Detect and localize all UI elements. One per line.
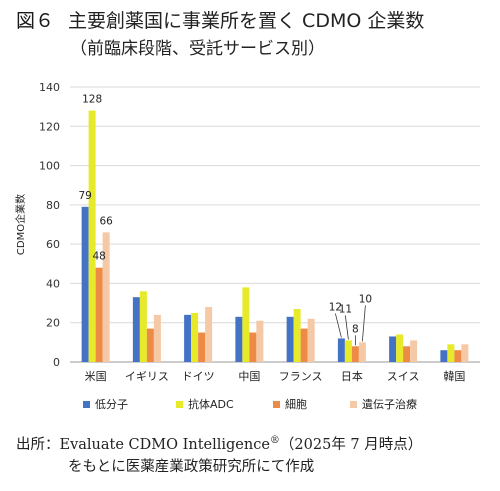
data-label: 66 [99,215,113,227]
legend-swatch [350,401,357,408]
bar [81,206,89,362]
bar [358,342,366,362]
bar [205,307,213,362]
bar [447,344,455,362]
figure-title-row: 図６ 主要創薬国に事業所を置く CDMO 企業数 [16,8,424,35]
y-tick-label: 120 [39,120,60,133]
y-tick-label: 80 [46,199,60,212]
y-tick-label: 20 [46,317,60,330]
bar [403,346,411,362]
legend-swatch [83,401,90,408]
source-note: 出所：Evaluate CDMO Intelligence®（2025年 7 月… [16,430,422,478]
legend-swatch [176,401,183,408]
bar [191,312,199,362]
bar [307,318,315,362]
source-line-1: 出所：Evaluate CDMO Intelligence [16,436,270,453]
x-tick-label: スイス [387,370,420,383]
legend-label: 細胞 [285,398,307,411]
bar [95,267,103,362]
bar [389,336,397,362]
bar [300,328,308,362]
chart-title: 主要創薬国に事業所を置く CDMO 企業数 [68,10,425,32]
x-tick-label: フランス [279,370,323,383]
data-label: 8 [352,323,359,335]
bar [235,316,243,362]
data-label: 128 [82,94,102,106]
bar [293,308,301,362]
bar [146,328,154,362]
bar [249,332,257,362]
data-label: 11 [339,303,352,315]
x-tick-label: ドイツ [182,370,215,383]
y-axis-title: CDMO企業数 [14,194,27,255]
y-tick-label: 0 [53,356,60,369]
bar [344,340,352,362]
legend-label: 低分子 [95,398,128,411]
bar [410,340,418,362]
data-label: 48 [92,251,105,263]
bar [132,297,140,362]
bar [88,110,96,362]
leader-line [334,313,342,338]
bar [440,350,448,362]
x-tick-label: イギリス [125,370,169,383]
bar [242,287,250,362]
chart-subtitle: （前臨床段階、受託サービス別） [70,39,325,59]
bar [198,332,206,362]
bar [461,344,469,362]
leader-line [344,315,349,340]
bar [139,291,147,362]
bar [337,338,345,362]
leader-line [361,305,366,342]
bar [454,350,462,362]
bar [256,320,264,362]
legend-swatch [273,401,280,408]
figure-number: 図６ [16,10,55,32]
x-tick-label: 米国 [85,370,107,383]
y-tick-label: 60 [46,238,60,251]
source-line-2: をもとに医薬産業政策研究所にて作成 [68,458,315,475]
x-tick-label: 日本 [341,369,363,383]
bar [396,334,404,362]
bar [351,346,359,362]
y-tick-label: 100 [39,160,60,173]
y-tick-label: 140 [39,81,60,94]
x-tick-label: 中国 [238,370,260,383]
bar [102,232,110,362]
y-tick-label: 40 [46,277,60,290]
registered-mark: ® [269,435,280,446]
bar [184,314,192,362]
data-label: 12 [329,301,342,313]
x-tick-label: 韓国 [443,370,465,383]
data-label: 10 [359,293,372,305]
source-line-1-date: （2025年 7 月時点） [279,436,423,453]
legend-label: 抗体ADC [188,397,234,411]
legend-label: 遺伝子治療 [362,397,417,411]
bar [153,314,161,362]
data-label: 79 [78,190,91,202]
bar [286,316,294,362]
